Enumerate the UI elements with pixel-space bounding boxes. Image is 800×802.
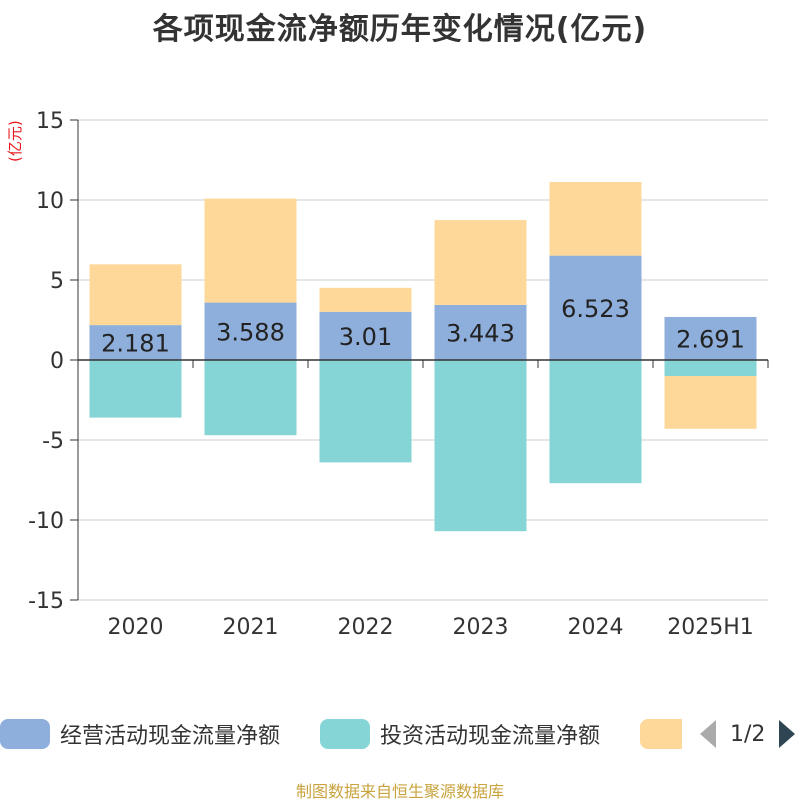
- x-tick-label: 2024: [568, 615, 624, 640]
- legend-item-operating[interactable]: 经营活动现金流量净额: [0, 712, 280, 756]
- bar-series0: [549, 255, 642, 360]
- y-tick-label: -15: [28, 589, 64, 614]
- x-tick-label: 2020: [108, 615, 164, 640]
- bar-series0: [89, 325, 182, 360]
- legend-page-indicator: 1/2: [730, 721, 766, 747]
- x-tick-label: 2021: [223, 615, 279, 640]
- data-label: 3.01: [339, 323, 392, 351]
- bar-series0: [319, 311, 412, 360]
- legend-prev-icon[interactable]: [700, 720, 716, 748]
- data-label: 2.691: [676, 325, 745, 353]
- bar-series1: [204, 360, 297, 436]
- bar-series1: [319, 360, 412, 463]
- bar-chart: -15 -10 -5 0 5 10 15 2.181 3.588 3.01 3.443 6.523 2.…: [28, 109, 769, 640]
- data-label: 3.588: [216, 318, 285, 346]
- bar-series1: [549, 360, 642, 484]
- y-tick-label: -5: [42, 429, 64, 454]
- legend-pager: 1/2: [700, 712, 796, 756]
- bar-series2: [434, 220, 527, 305]
- bar-series0: [664, 316, 757, 360]
- data-label: 2.181: [101, 330, 170, 358]
- data-source: 制图数据来自恒生聚源数据库: [295, 782, 504, 801]
- legend-label-operating: 经营活动现金流量净额: [60, 724, 281, 749]
- legend: 经营活动现金流量净额 投资活动现金流量净额 1/2: [0, 712, 800, 756]
- legend-swatch-investing: [320, 719, 370, 749]
- y-tick-label: 15: [36, 109, 64, 134]
- bar-series1: [89, 360, 182, 418]
- bar-series1: [664, 360, 757, 376]
- legend-item-investing[interactable]: 投资活动现金流量净额: [320, 712, 600, 756]
- bar-series2: [319, 287, 412, 312]
- bar-series0: [434, 304, 527, 360]
- bar-series1: [434, 360, 527, 532]
- legend-label-investing: 投资活动现金流量净额: [380, 724, 601, 749]
- bar-series2: [664, 376, 757, 429]
- bar-series0: [204, 302, 297, 360]
- legend-swatch-third: [640, 719, 682, 749]
- y-tick-label: 10: [36, 189, 64, 214]
- bar-series2: [549, 182, 642, 256]
- data-label: 3.443: [446, 319, 515, 347]
- x-tick-label: 2022: [338, 615, 394, 640]
- data-label: 6.523: [561, 295, 630, 323]
- legend-next-icon[interactable]: [779, 720, 796, 748]
- x-tick-label: 2023: [453, 615, 509, 640]
- legend-swatch-operating: [0, 719, 50, 749]
- bar-series2: [204, 198, 297, 303]
- y-tick-label: 5: [50, 269, 64, 294]
- legend-item-third[interactable]: [640, 712, 682, 756]
- bar-series2: [89, 264, 182, 326]
- y-tick-label: 0: [50, 349, 64, 374]
- x-tick-label: 2025H1: [667, 615, 754, 640]
- y-tick-label: -10: [28, 509, 64, 534]
- chart-title: 各项现金流净额历年变化情况(亿元): [152, 12, 648, 47]
